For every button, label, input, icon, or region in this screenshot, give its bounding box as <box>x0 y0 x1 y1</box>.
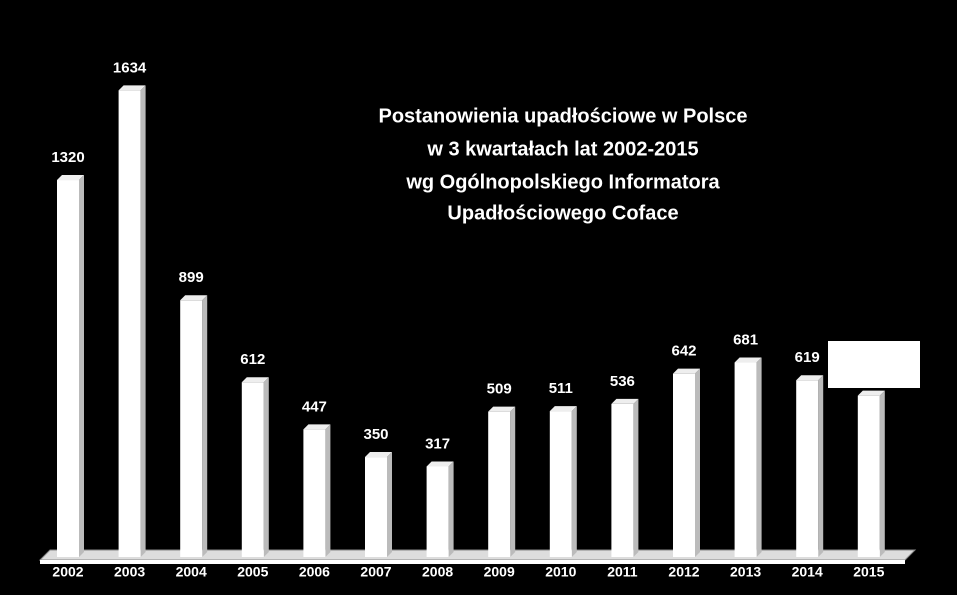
bar-side <box>756 357 762 557</box>
bar-top <box>857 390 885 396</box>
bar-side <box>387 452 392 557</box>
bar-side <box>571 406 577 557</box>
bar-top <box>365 452 392 458</box>
bar-top <box>303 424 331 430</box>
bar-top <box>426 461 454 467</box>
value-label: 350 <box>363 426 388 443</box>
bar-side <box>140 85 146 558</box>
bar-side <box>448 461 454 557</box>
bar <box>734 362 757 557</box>
chart-title: Upadłościowego Coface <box>447 202 678 224</box>
bar-top <box>118 85 146 91</box>
bar-side <box>79 175 84 557</box>
x-tick-label: 2007 <box>360 564 391 580</box>
chart-title: w 3 kwartałach lat 2002-2015 <box>426 138 698 160</box>
bar <box>488 411 511 557</box>
bar-top <box>611 398 639 404</box>
bar <box>303 429 326 557</box>
value-label: 317 <box>425 435 450 452</box>
x-tick-label: 2008 <box>422 564 453 580</box>
floor-top <box>38 549 917 561</box>
x-tick-label: 2003 <box>114 564 145 580</box>
bar <box>549 411 572 557</box>
cover-box <box>828 341 920 388</box>
bars: 1320 2002 1634 2003 899 2004 612 2005 447 2006 350… <box>51 59 885 580</box>
bar-top <box>549 406 577 412</box>
bar <box>241 382 264 557</box>
bar-top <box>796 375 824 381</box>
value-label: 511 <box>549 380 573 397</box>
x-tick-label: 2011 <box>607 564 638 580</box>
x-tick-label: 2013 <box>730 564 761 580</box>
bar <box>57 180 79 557</box>
chart-title: Postanowienia upadłościowe w Polsce <box>379 105 748 127</box>
value-label: 619 <box>795 349 820 366</box>
x-tick-label: 2009 <box>484 564 515 580</box>
bar <box>180 300 203 557</box>
bar <box>118 90 141 558</box>
value-label: 899 <box>179 269 204 286</box>
x-tick-label: 2002 <box>52 564 83 580</box>
x-tick-label: 2006 <box>299 564 330 580</box>
value-label: 1320 <box>51 149 84 166</box>
bar-side <box>202 295 208 557</box>
bar-side <box>263 377 269 557</box>
floor-front <box>40 560 905 564</box>
value-label: 681 <box>733 331 758 348</box>
bar <box>365 457 387 557</box>
bar-side <box>818 375 824 557</box>
x-tick-label: 2010 <box>545 564 576 580</box>
x-tick-label: 2014 <box>792 564 823 580</box>
value-label: 642 <box>671 343 696 360</box>
value-label: 612 <box>240 351 265 368</box>
bar-side <box>879 390 885 557</box>
x-tick-label: 2015 <box>853 564 884 580</box>
chart-title: wg Ogólnopolskiego Informatora <box>405 171 720 193</box>
bar-side <box>633 398 639 557</box>
bar <box>857 395 880 557</box>
bar-side <box>325 424 331 557</box>
value-label: 1634 <box>113 59 147 76</box>
bar-top <box>57 175 84 181</box>
bar-top <box>241 377 269 383</box>
bar-side <box>695 368 700 557</box>
x-tick-label: 2012 <box>668 564 699 580</box>
value-label: 447 <box>302 398 327 415</box>
bar <box>673 373 695 557</box>
value-label: 536 <box>610 373 635 390</box>
bar <box>796 380 819 557</box>
bar-top <box>180 295 208 301</box>
bar-top <box>488 406 516 412</box>
x-tick-label: 2004 <box>176 564 207 580</box>
x-tick-label: 2005 <box>237 564 268 580</box>
bar <box>426 466 449 557</box>
value-label: 509 <box>487 381 512 398</box>
bar-top <box>673 368 700 374</box>
bar-side <box>510 406 516 557</box>
bar-top <box>734 357 762 363</box>
bar <box>611 403 634 557</box>
